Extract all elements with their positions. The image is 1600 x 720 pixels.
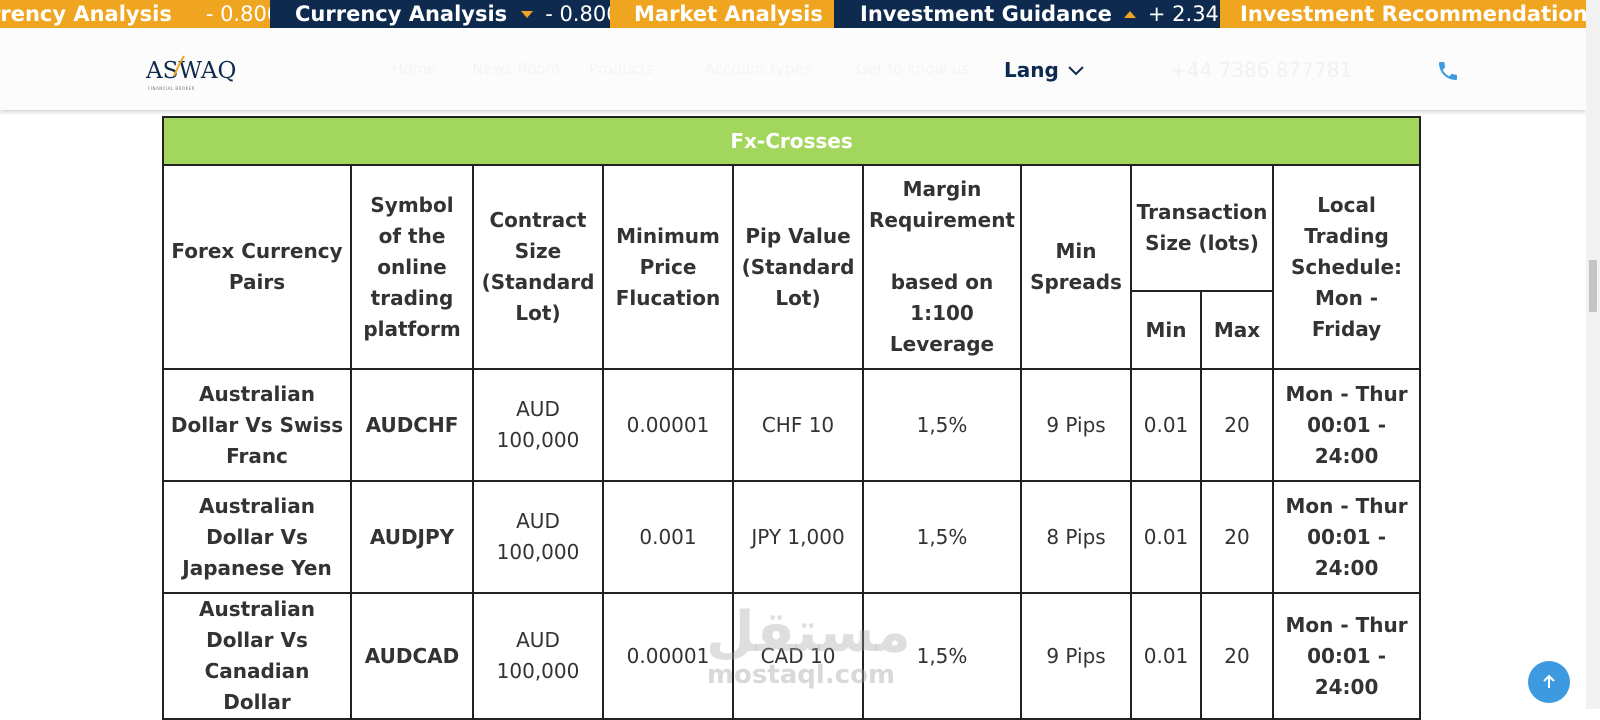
table-row: Australian Dollar Vs Japanese Yen AUDJPY… — [162, 480, 1422, 594]
page-scrollbar[interactable] — [1586, 0, 1600, 709]
cell-pair: Australian Dollar Vs Swiss Franc — [162, 368, 352, 482]
table-row: Australian Dollar Vs Swiss Franc AUDCHF … — [162, 368, 1422, 482]
cell-schedule: Mon - Thur 00:01 - 24:00 — [1271, 592, 1422, 720]
ticker-item-value: - 0.800 — [545, 2, 620, 26]
nav-account-types[interactable]: Account types ⌄ — [705, 60, 825, 78]
ticker-item-label: Investment Guidance — [860, 2, 1112, 26]
header-pip-value: Pip Value (Standard Lot) — [732, 164, 864, 370]
lang-label: Lang — [1004, 58, 1059, 82]
cell-margin: 1,5% — [862, 480, 1022, 594]
ticker-item-value: + 2.345 — [1147, 2, 1233, 26]
nav-products-label: Products — [589, 60, 654, 78]
ticker-item-label: Market Analysis — [634, 2, 823, 26]
nav-account-types-label: Account types — [705, 60, 812, 78]
cell-margin: 1,5% — [862, 592, 1022, 720]
cell-schedule: Mon - Thur 00:01 - 24:00 — [1271, 480, 1422, 594]
aswaq-logo[interactable]: ASWAQ FINANCIAL BROKER — [146, 54, 236, 94]
table-title: Fx-Crosses — [161, 116, 1422, 166]
cell-pip: JPY 1,000 — [732, 480, 864, 594]
nav-get-to-know-us[interactable]: Get to know us ⌄ — [856, 60, 982, 78]
news-ticker: rrency Analysis - 0.800 Currency Analysi… — [0, 0, 1586, 28]
cell-symbol: AUDCHF — [350, 368, 474, 482]
cell-symbol: AUDCAD — [350, 592, 474, 720]
logo-text: ASWAQ — [146, 58, 237, 84]
header-pairs: Forex Currency Pairs — [162, 164, 352, 370]
table-row: Australian Dollar Vs Canadian Dollar AUD… — [162, 592, 1422, 720]
logo-subtitle: FINANCIAL BROKER — [148, 86, 196, 91]
header-min-price: Minimum Price Flucation — [602, 164, 734, 370]
chevron-down-icon: ⌄ — [816, 66, 825, 77]
chevron-down-icon: ⌄ — [973, 66, 983, 77]
nav-news-room[interactable]: News Room — [472, 60, 561, 78]
ticker-item-label: rrency Analysis — [0, 2, 172, 26]
nav-products[interactable]: Products ⌄ — [589, 60, 667, 78]
header-contract-size: Contract Size (Standard Lot) — [472, 164, 604, 370]
cell-min: 0.01 — [1130, 480, 1202, 594]
cell-contract: AUD 100,000 — [472, 368, 604, 482]
chevron-down-icon: ⌄ — [658, 66, 667, 77]
nav-get-to-know-us-label: Get to know us — [856, 60, 970, 78]
cell-min-price: 0.00001 — [602, 592, 734, 720]
up-arrow-icon — [1123, 10, 1136, 18]
ticker-item[interactable]: Market Analysis — [610, 0, 834, 28]
fx-crosses-table: Fx-Crosses Forex Currency Pairs Symbol o… — [161, 116, 1422, 720]
header-symbol: Symbol of the online trading platform — [350, 164, 474, 370]
cell-schedule: Mon - Thur 00:01 - 24:00 — [1271, 368, 1422, 482]
header-spreads: Min Spreads — [1020, 164, 1132, 370]
ticker-item-label: Investment Recommendations — [1240, 2, 1586, 26]
ticker-item-label: Currency Analysis — [295, 2, 508, 26]
header-margin: Margin Requirement based on 1:100 Levera… — [862, 164, 1022, 370]
ticker-item[interactable]: Currency Analysis - 0.800 — [270, 0, 620, 28]
down-arrow-icon — [521, 10, 534, 18]
cell-min-price: 0.00001 — [602, 368, 734, 482]
ticker-item-value: - 0.800 — [205, 2, 281, 26]
scrollbar-thumb[interactable] — [1589, 260, 1597, 312]
cell-max: 20 — [1200, 480, 1274, 594]
cell-spreads: 9 Pips — [1020, 592, 1132, 720]
ticker-item[interactable]: Investment Guidance + 2.345 — [834, 0, 1232, 28]
cell-contract: AUD 100,000 — [472, 480, 604, 594]
logo-swoosh-icon — [173, 55, 185, 77]
cell-max: 20 — [1200, 368, 1274, 482]
header-min: Min — [1130, 290, 1202, 370]
cell-max: 20 — [1200, 592, 1274, 720]
language-selector[interactable]: Lang — [1004, 58, 1085, 82]
cell-symbol: AUDJPY — [350, 480, 474, 594]
cell-pip: CAD 10 — [732, 592, 864, 720]
nav-home[interactable]: Home — [392, 60, 437, 78]
site-header: ASWAQ FINANCIAL BROKER Home News Room Pr… — [0, 28, 1586, 110]
cell-spreads: 9 Pips — [1020, 368, 1132, 482]
cell-margin: 1,5% — [862, 368, 1022, 482]
cell-min: 0.01 — [1130, 368, 1202, 482]
chevron-down-icon — [1068, 66, 1084, 76]
cell-pair: Australian Dollar Vs Canadian Dollar — [162, 592, 352, 720]
header-schedule: Local Trading Schedule: Mon - Friday — [1271, 164, 1422, 370]
phone-number[interactable]: +44 7386 877781 — [1170, 58, 1353, 82]
header-margin-line1: Margin Requirement — [868, 177, 1015, 232]
ticker-item[interactable]: Investment Recommendations — [1220, 0, 1586, 28]
cell-pair: Australian Dollar Vs Japanese Yen — [162, 480, 352, 594]
back-to-top-button[interactable] — [1528, 661, 1570, 703]
cell-min-price: 0.001 — [602, 480, 734, 594]
phone-icon[interactable] — [1436, 59, 1460, 83]
header-transaction-size: Transaction Size (lots) — [1130, 164, 1274, 292]
header-max: Max — [1200, 290, 1274, 370]
cell-min: 0.01 — [1130, 592, 1202, 720]
header-margin-line2: based on 1:100 Leverage — [889, 270, 995, 356]
cell-spreads: 8 Pips — [1020, 480, 1132, 594]
cell-pip: CHF 10 — [732, 368, 864, 482]
arrow-up-icon — [1543, 674, 1555, 688]
ticker-item[interactable]: rrency Analysis - 0.800 — [0, 0, 280, 28]
cell-contract: AUD 100,000 — [472, 592, 604, 720]
